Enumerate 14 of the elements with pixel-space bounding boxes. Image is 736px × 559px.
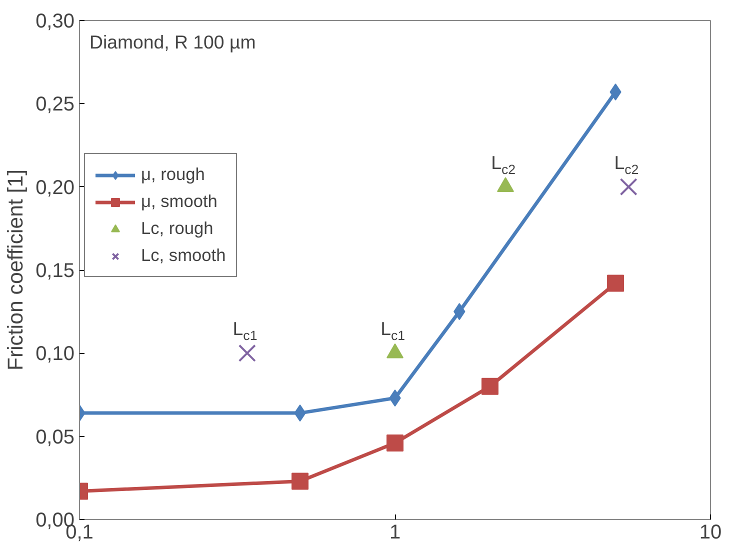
x-tick-label: 10 bbox=[699, 522, 722, 544]
y-tick-label: 0,20 bbox=[36, 176, 75, 199]
legend-label: Lc, rough bbox=[141, 218, 214, 239]
legend-label: μ, smooth bbox=[141, 191, 218, 212]
y-tick-label: 0,25 bbox=[36, 94, 75, 116]
legend-label: μ, rough bbox=[141, 164, 205, 185]
x-tick-label: 1 bbox=[389, 522, 401, 544]
annotation: Diamond, R 100 µm bbox=[90, 32, 256, 52]
legend-label: Lc, smooth bbox=[141, 245, 226, 266]
y-tick-label: 0,30 bbox=[36, 10, 75, 32]
y-axis-title: Friction coefficient [1] bbox=[4, 169, 28, 371]
y-tick-label: 0,05 bbox=[36, 426, 75, 448]
y-tick-label: 0,15 bbox=[36, 260, 75, 282]
y-tick-label: 0,10 bbox=[36, 343, 75, 366]
